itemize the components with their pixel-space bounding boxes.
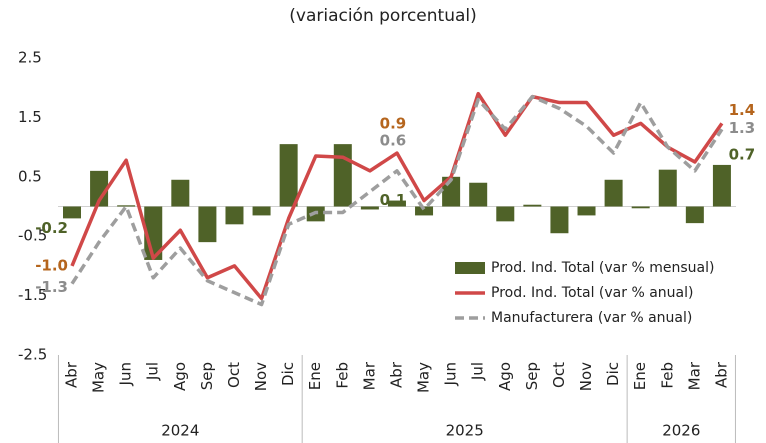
bar xyxy=(496,206,515,222)
line xyxy=(70,91,724,301)
x-tick-label: Feb xyxy=(658,362,676,389)
y-tick-label: 2.5 xyxy=(18,49,42,67)
y-tick-label: -2.5 xyxy=(18,346,47,364)
bar xyxy=(333,144,352,207)
x-tick-label: Nov xyxy=(577,362,595,391)
data-label: -1.0 xyxy=(35,256,68,274)
x-tick-label: Dic xyxy=(604,362,622,386)
data-label: 1.3 xyxy=(729,119,756,137)
x-tick-label: Jul xyxy=(469,362,487,381)
bar xyxy=(117,205,136,207)
x-tick-label: Ago xyxy=(496,362,514,391)
bar xyxy=(225,206,244,225)
bar xyxy=(577,206,596,216)
bar xyxy=(387,200,406,207)
x-tick-label: Sep xyxy=(198,362,216,390)
bar xyxy=(415,206,434,216)
data-label: 1.4 xyxy=(729,101,756,119)
data-label: 0.1 xyxy=(380,191,407,209)
x-tick-label: Mar xyxy=(685,361,703,390)
data-label: 0.6 xyxy=(380,131,407,149)
x-tick-label: Mar xyxy=(360,361,378,390)
x-tick-label: Jun xyxy=(442,362,460,386)
bar xyxy=(198,206,217,243)
x-tick-label: May xyxy=(415,362,433,393)
bar xyxy=(90,170,109,207)
x-tick-label: Abr xyxy=(387,361,405,388)
line xyxy=(70,94,724,307)
x-tick-label: Nov xyxy=(252,362,270,391)
x-tick-label: Jun xyxy=(117,362,135,386)
bar xyxy=(631,206,650,209)
x-tick-label: Abr xyxy=(63,361,81,388)
bar xyxy=(523,204,542,207)
bar xyxy=(469,182,488,207)
x-tick-label: Jul xyxy=(144,362,162,381)
bar xyxy=(171,179,190,207)
y-tick-label: -0.5 xyxy=(18,227,47,245)
x-tick-label: Dic xyxy=(279,362,297,386)
x-tick-label: Oct xyxy=(225,362,243,388)
y-tick-label: -1.5 xyxy=(18,286,47,304)
x-tick-label: Feb xyxy=(333,362,351,389)
data-label: -1.3 xyxy=(35,278,68,296)
y-tick-label: 1.5 xyxy=(18,108,42,126)
x-tick-label: Oct xyxy=(550,362,568,388)
data-label: 0.9 xyxy=(380,115,407,133)
x-tick-label: Ene xyxy=(631,362,649,390)
group-label: 2025 xyxy=(446,422,484,440)
bar xyxy=(279,144,298,207)
group-label: 2024 xyxy=(161,422,199,440)
x-tick-label: Ago xyxy=(171,362,189,391)
chart-title: (variación porcentual) xyxy=(289,6,477,26)
bar xyxy=(658,169,677,207)
bar xyxy=(252,206,271,216)
bar xyxy=(685,206,704,224)
group-label: 2026 xyxy=(662,422,700,440)
data-label: 0.7 xyxy=(729,145,756,163)
x-tick-label: Sep xyxy=(523,362,541,390)
legend-label: Manufacturera (var % anual) xyxy=(491,310,692,326)
data-label: -0.2 xyxy=(35,219,68,237)
x-tick-label: May xyxy=(90,362,108,393)
bar xyxy=(712,164,731,207)
x-tick-label: Ene xyxy=(306,362,324,390)
bar xyxy=(360,206,379,210)
bar xyxy=(63,206,81,219)
legend-label: Prod. Ind. Total (var % mensual) xyxy=(491,260,714,276)
legend-label: Prod. Ind. Total (var % anual) xyxy=(491,285,693,301)
x-tick-label: Abr xyxy=(712,361,730,388)
bar xyxy=(604,179,623,207)
legend-swatch xyxy=(455,262,485,274)
y-tick-label: 0.5 xyxy=(18,167,42,185)
bar xyxy=(550,206,569,234)
